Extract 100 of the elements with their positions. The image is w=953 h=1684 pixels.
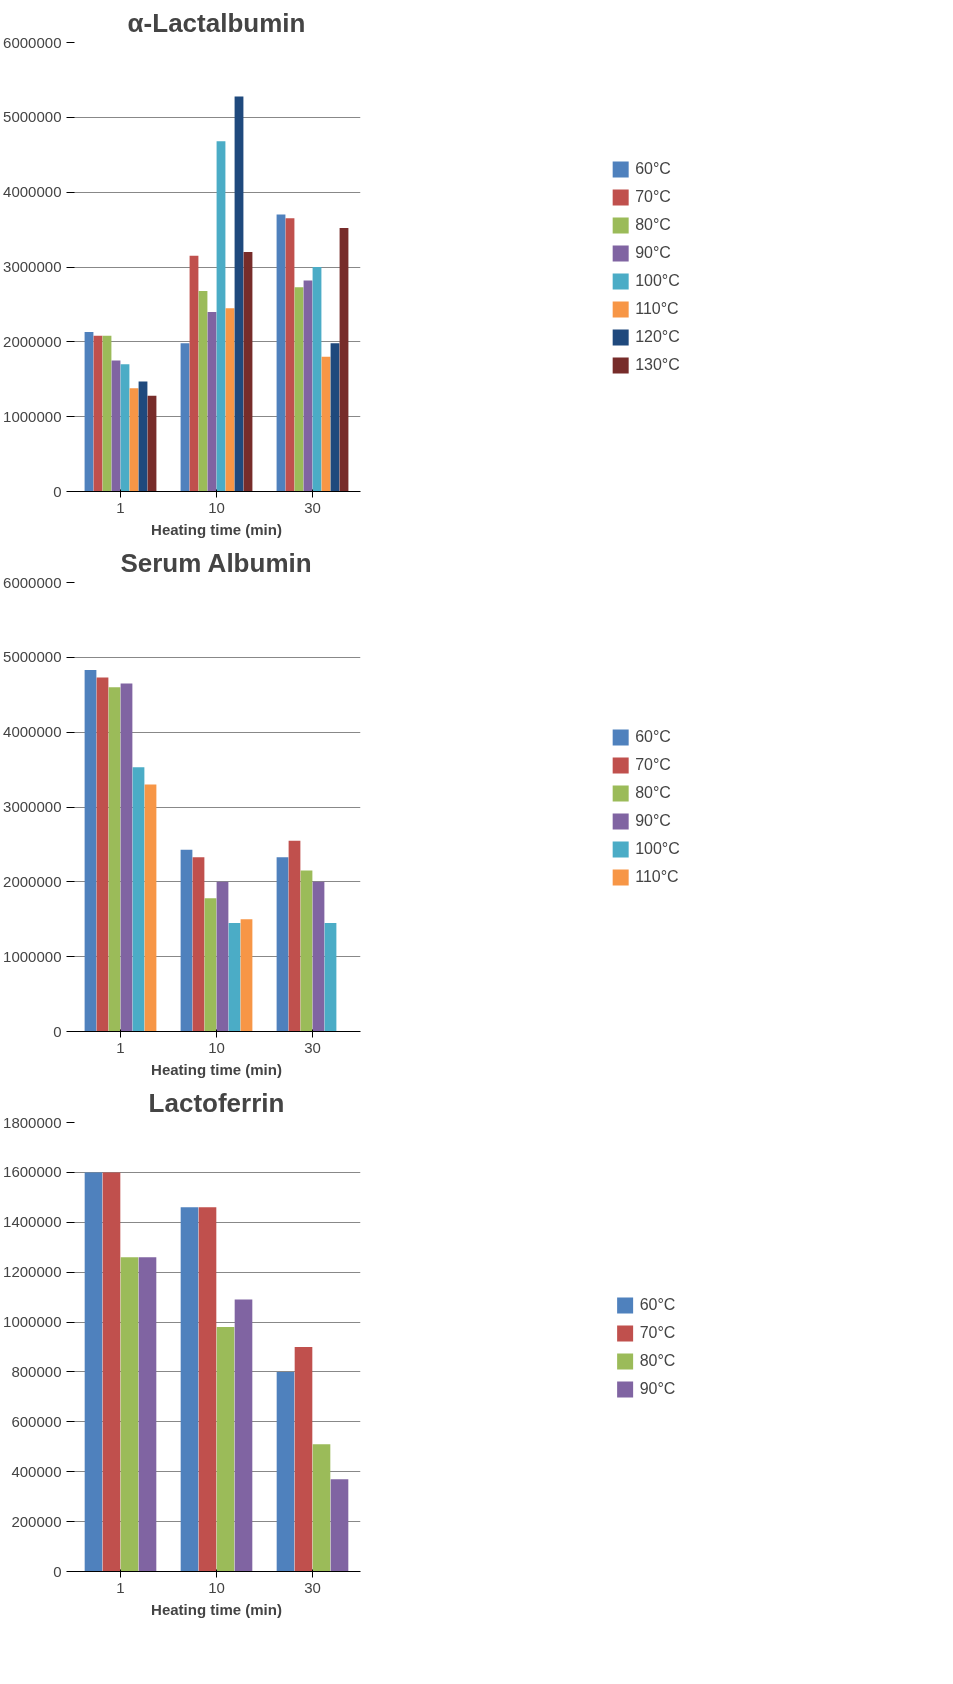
- x-axis-title: Heating time (min): [151, 1060, 282, 1078]
- legend-label: 100°C: [635, 271, 680, 290]
- y-tick-label: 6000000: [3, 33, 62, 51]
- legend-label: 70°C: [635, 755, 671, 774]
- bar: [120, 683, 133, 1032]
- chart-title: Serum Albumin: [120, 547, 312, 578]
- y-tick-label: 2000000: [3, 872, 62, 890]
- y-tick-label: 200000: [11, 1512, 62, 1530]
- y-tick-label: 800000: [11, 1362, 62, 1380]
- x-tick-label: 30: [304, 498, 321, 516]
- y-tick-label: 5000000: [3, 108, 62, 126]
- bar: [288, 840, 301, 1032]
- bar: [225, 308, 235, 492]
- bar: [147, 395, 157, 492]
- bar: [294, 287, 304, 492]
- y-tick-label: 1000000: [3, 1313, 62, 1331]
- legend-label: 70°C: [639, 1323, 676, 1342]
- bar: [84, 1172, 103, 1572]
- bar: [276, 214, 286, 492]
- x-tick-label: 30: [304, 1578, 321, 1596]
- bar: [216, 881, 229, 1032]
- bar: [93, 335, 103, 492]
- y-tick-label: 1000000: [3, 947, 62, 965]
- bar: [180, 343, 190, 492]
- y-tick-label: 6000000: [3, 573, 62, 591]
- y-tick-label: 600000: [11, 1412, 62, 1430]
- bar: [144, 784, 157, 1032]
- x-tick-label: 1: [116, 1038, 125, 1056]
- legend-label: 130°C: [635, 355, 680, 374]
- y-tick-label: 5000000: [3, 648, 62, 666]
- bar: [120, 364, 130, 492]
- bar: [276, 1371, 295, 1572]
- bar: [285, 218, 295, 492]
- x-axis-title: Heating time (min): [151, 520, 282, 538]
- bar: [108, 687, 121, 1032]
- y-tick-label: 1000000: [3, 407, 62, 425]
- bar: [204, 898, 217, 1032]
- y-tick-label: 1200000: [3, 1263, 62, 1281]
- bar: [132, 767, 145, 1032]
- y-tick-label: 0: [53, 482, 62, 500]
- bar: [240, 919, 253, 1032]
- bar: [102, 1172, 121, 1572]
- bar: [234, 1299, 253, 1572]
- legend-label: 100°C: [635, 839, 680, 858]
- legend-label: 90°C: [639, 1379, 676, 1398]
- bar: [330, 1479, 349, 1572]
- legend-label: 110°C: [635, 299, 679, 318]
- legend-label: 60°C: [639, 1295, 676, 1314]
- x-tick-label: 30: [304, 1038, 321, 1056]
- bar: [198, 290, 208, 492]
- legend-label: 60°C: [635, 727, 671, 746]
- bar: [324, 922, 337, 1032]
- bar: [300, 870, 313, 1032]
- bar: [216, 1327, 235, 1572]
- bar: [312, 1444, 331, 1572]
- y-tick-label: 2000000: [3, 332, 62, 350]
- x-tick-label: 10: [208, 1038, 225, 1056]
- y-tick-label: 3000000: [3, 798, 62, 815]
- legend-label: 120°C: [635, 327, 680, 346]
- bar: [189, 255, 199, 492]
- bar: [192, 857, 205, 1032]
- bar: [321, 356, 331, 492]
- bar: [129, 388, 139, 492]
- chart-title: α-Lactalbumin: [127, 7, 306, 38]
- bar: [138, 1257, 157, 1572]
- bar: [84, 332, 94, 492]
- legend-label: 90°C: [635, 243, 671, 262]
- bar: [120, 1257, 139, 1572]
- bar: [303, 280, 313, 492]
- x-tick-label: 1: [116, 498, 125, 516]
- bar: [276, 857, 289, 1032]
- x-tick-label: 10: [208, 1578, 225, 1596]
- legend-label: 80°C: [635, 215, 671, 234]
- bar: [180, 849, 193, 1032]
- legend-label: 110°C: [635, 867, 679, 886]
- x-axis-title: Heating time (min): [151, 1600, 282, 1618]
- y-tick-label: 4000000: [3, 183, 62, 201]
- bar: [312, 267, 322, 492]
- legend-label: 60°C: [635, 159, 671, 178]
- bar: [234, 96, 244, 492]
- legend-label: 70°C: [635, 187, 671, 206]
- bar: [198, 1207, 217, 1572]
- y-tick-label: 0: [53, 1562, 62, 1580]
- bar: [312, 881, 325, 1032]
- bar: [180, 1207, 199, 1572]
- bar: [207, 311, 217, 492]
- y-tick-label: 400000: [11, 1462, 62, 1480]
- legend-label: 80°C: [639, 1351, 676, 1370]
- legend-label: 90°C: [635, 811, 671, 830]
- bar: [228, 922, 241, 1032]
- bar: [339, 228, 349, 492]
- bar: [243, 252, 253, 492]
- bar: [111, 360, 121, 492]
- bar: [216, 141, 226, 492]
- y-tick-label: 4000000: [3, 723, 62, 741]
- bar: [102, 335, 112, 492]
- y-tick-label: 1800000: [3, 1113, 62, 1131]
- chart-title: Lactoferrin: [148, 1087, 285, 1118]
- bar: [84, 670, 97, 1032]
- y-tick-label: 1600000: [3, 1163, 62, 1181]
